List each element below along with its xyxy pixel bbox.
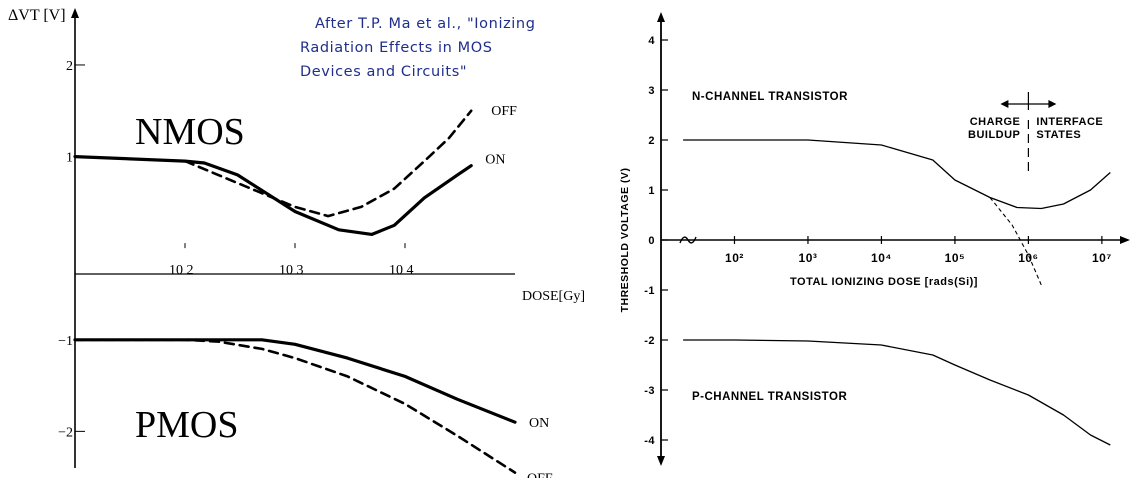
left-annotation-nmos: NMOS	[135, 111, 245, 153]
left-x-tick-label: 10 2	[169, 263, 194, 278]
right-series-extrapolation	[989, 197, 1042, 286]
left-y-tick-label: −2	[58, 425, 73, 440]
right-y-axis-arrow-top	[657, 12, 665, 22]
left-series-label: OFF	[491, 104, 517, 119]
region-arrow-left-head	[1000, 100, 1009, 108]
right-annotation-n-channel: N-CHANNEL TRANSISTOR	[692, 91, 848, 103]
annotation-charge-buildup: BUILDUP	[968, 129, 1020, 141]
right-y-tick-label: -2	[644, 335, 655, 347]
right-y-tick-label: 0	[648, 235, 655, 247]
left-x-tick-label: 10 4	[389, 263, 414, 278]
annotation-charge-buildup: CHARGE	[970, 116, 1021, 128]
right-x-tick-label: 10⁷	[1092, 251, 1112, 265]
left-y-axis-label: ΔVT [V]	[8, 7, 66, 24]
right-y-tick-label: -3	[644, 385, 655, 397]
right-x-axis-label: TOTAL IONIZING DOSE [rads(Si)]	[790, 276, 978, 288]
right-x-tick-label: 10³	[799, 251, 818, 265]
right-y-axis-arrow-bottom	[657, 456, 665, 466]
right-y-tick-label: 4	[648, 35, 655, 47]
region-arrow-right-head	[1048, 100, 1057, 108]
left-chart: ΔVT [V] DOSE[Gy] NMOS PMOS 10 2 10 3 10 4 …	[8, 7, 585, 478]
left-annotation-pmos: PMOS	[135, 404, 239, 446]
left-x-tick-label: 10 3	[279, 263, 304, 278]
left-series-nmos-on	[73, 155, 473, 236]
right-y-tick-label: 3	[648, 85, 655, 97]
right-annotation-p-channel: P-CHANNEL TRANSISTOR	[692, 391, 847, 403]
left-x-axis-label: DOSE[Gy]	[522, 289, 585, 304]
right-y-tick-label: -4	[644, 435, 655, 447]
right-series-p-channel-transistor	[683, 339, 1111, 446]
right-y-tick-label: 2	[648, 135, 655, 147]
right-y-axis-label: THRESHOLD VOLTAGE (V)	[619, 168, 631, 313]
left-series-label: OFF	[527, 472, 553, 478]
right-chart: THRESHOLD VOLTAGE (V) TOTAL IONIZING DOS…	[619, 12, 1130, 466]
right-x-tick-label: 10²	[725, 251, 744, 265]
citation-line-3: Devices and Circuits"	[300, 64, 467, 80]
right-x-tick-label: 10⁴	[871, 251, 892, 265]
left-series-label: ON	[529, 416, 549, 431]
left-y-axis-arrow	[71, 8, 79, 18]
left-y-tick-label: 1	[66, 151, 73, 166]
citation-line-2: Radiation Effects in MOS	[300, 40, 493, 56]
right-y-tick-label: 1	[648, 185, 655, 197]
annotation-interface-states: INTERFACE	[1036, 116, 1103, 128]
left-series-pmos-off	[73, 338, 517, 474]
annotation-interface-states: STATES	[1036, 129, 1081, 141]
left-series-label: ON	[485, 153, 505, 168]
right-y-tick-label: -1	[644, 285, 655, 297]
citation-line-1: After T.P. Ma et al., "Ionizing	[315, 16, 536, 32]
right-x-tick-label: 10⁵	[945, 251, 965, 265]
citation: After T.P. Ma et al., "Ionizing Radiatio…	[300, 16, 536, 80]
right-x-tick-label: 10⁶	[1018, 251, 1038, 265]
right-series-n-channel-transistor	[683, 139, 1111, 210]
left-series-nmos-off	[183, 109, 473, 218]
left-y-tick-label: −1	[58, 334, 73, 349]
right-axis-break	[679, 236, 697, 244]
right-x-axis-arrow	[1120, 236, 1130, 244]
left-y-tick-label: 2	[66, 59, 73, 74]
